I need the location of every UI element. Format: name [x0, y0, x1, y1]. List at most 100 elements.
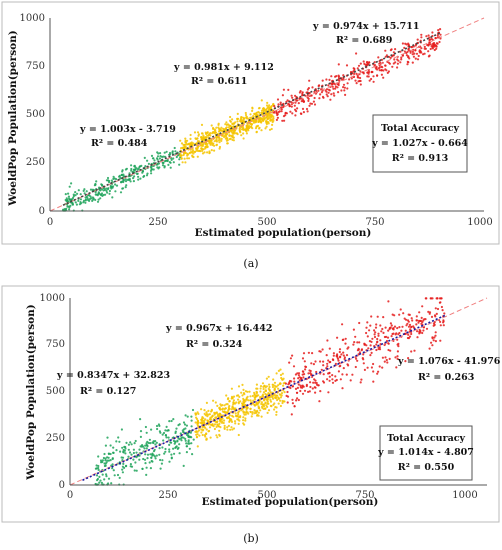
panel-b-point: [358, 341, 361, 344]
panel-b-point: [245, 398, 248, 401]
panel-a-point: [155, 157, 159, 160]
panel-b-point: [145, 473, 148, 476]
panel-b-point: [325, 354, 328, 357]
panel-a-fit-line: [62, 32, 441, 206]
panel-a-point: [141, 171, 144, 174]
panel-b-point: [170, 453, 173, 456]
panel-b-point: [177, 437, 180, 440]
panel-a-point: [428, 36, 431, 39]
panel-b-point: [105, 473, 108, 476]
panel-b-point: [230, 395, 234, 398]
panel-a-point: [215, 144, 218, 147]
panel-a-point: [340, 89, 343, 92]
panel-a-point: [158, 166, 161, 169]
panel-b-point: [223, 404, 226, 407]
panel-a-point: [330, 82, 333, 85]
panel-a-y-tick: 500: [26, 109, 45, 120]
panel-b-point: [408, 335, 412, 338]
panel-a-point: [265, 125, 268, 128]
panel-a-point: [112, 177, 115, 180]
panel-b-point: [260, 401, 263, 404]
panel-b-point: [289, 357, 292, 360]
panel-b-point: [434, 315, 437, 318]
panel-a-point: [282, 88, 285, 91]
panel-b-point: [146, 457, 149, 460]
panel-b-point: [322, 360, 325, 363]
panel-a-point: [245, 132, 248, 135]
panel-b-point: [275, 385, 278, 388]
panel-b-point: [377, 332, 380, 335]
panel-b-point: [240, 391, 243, 394]
panel-b-point: [358, 321, 361, 325]
panel-a-point: [400, 58, 403, 61]
panel-b-point: [244, 417, 247, 420]
panel-a-point: [310, 94, 313, 97]
panel-a-point: [356, 67, 359, 70]
panel-a-point: [357, 64, 361, 67]
panel-b-point: [300, 376, 303, 380]
panel-b-point: [129, 441, 132, 444]
panel-b-point: [217, 415, 220, 418]
panel-b-point: [134, 461, 137, 464]
panel-a-point: [264, 127, 267, 130]
panel-b-point: [237, 422, 240, 425]
panel-a-point: [320, 91, 323, 94]
panel-b-point: [290, 413, 293, 416]
panel-b-point: [291, 402, 294, 405]
panel-b-x-tick: 0: [67, 490, 73, 501]
panel-b-point: [195, 433, 198, 436]
panel-b-point: [226, 416, 229, 419]
panel-b-point: [97, 468, 100, 471]
panel-a-point: [211, 143, 214, 147]
panel-b-point: [154, 443, 157, 446]
panel-b-point: [385, 339, 389, 343]
panel-b-point: [204, 418, 207, 421]
panel-b-point: [211, 423, 214, 426]
panel-a-point: [205, 136, 208, 139]
panel-b-point: [302, 376, 305, 379]
panel-b-point: [120, 428, 123, 431]
panel-b-point: [332, 354, 335, 357]
panel-a-point: [164, 155, 167, 158]
panel-b-point: [242, 419, 245, 422]
panel-a-point: [265, 122, 268, 126]
panel-a-point: [150, 166, 153, 169]
panel-b-point: [226, 428, 229, 431]
panel-a-point: [84, 201, 87, 204]
panel-a-point: [105, 189, 108, 192]
panel-b-point: [180, 439, 183, 442]
panel-b-point: [379, 339, 382, 342]
panel-a-point: [271, 114, 274, 117]
panel-b-point: [139, 435, 142, 438]
panel-b-point: [421, 321, 424, 324]
panel-a-point: [183, 143, 187, 146]
panel-a-point: [310, 102, 314, 105]
panel-a-point: [391, 65, 394, 68]
panel-b-point: [225, 394, 228, 397]
panel-a-point: [121, 187, 124, 190]
panel-b-point: [112, 451, 115, 454]
panel-b-point: [196, 422, 200, 425]
panel-a-point: [330, 75, 333, 78]
panel-a-point: [401, 42, 404, 45]
panel-b-point: [304, 365, 307, 368]
panel-b-point: [121, 468, 124, 471]
panel-b-point: [168, 460, 171, 463]
panel-b-point: [388, 357, 391, 360]
panel-a-point: [63, 208, 66, 211]
panel-a-point: [225, 133, 228, 137]
panel-b-point: [275, 396, 278, 399]
panel-b-point: [442, 321, 445, 324]
panel-a-point: [344, 93, 347, 96]
panel-a-point: [108, 181, 111, 184]
panel-b-point: [182, 436, 185, 439]
panel-b-point: [321, 348, 324, 351]
panel-a-point: [278, 110, 281, 113]
panel-a-point: [173, 146, 176, 150]
panel-b-point: [387, 348, 390, 352]
panel-b-point: [160, 462, 163, 465]
panel-b-point: [192, 438, 195, 441]
panel-b-y-label: WoeldPop Population(person): [25, 304, 37, 480]
panel-a-point: [187, 142, 190, 145]
panel-a-point: [301, 91, 304, 94]
